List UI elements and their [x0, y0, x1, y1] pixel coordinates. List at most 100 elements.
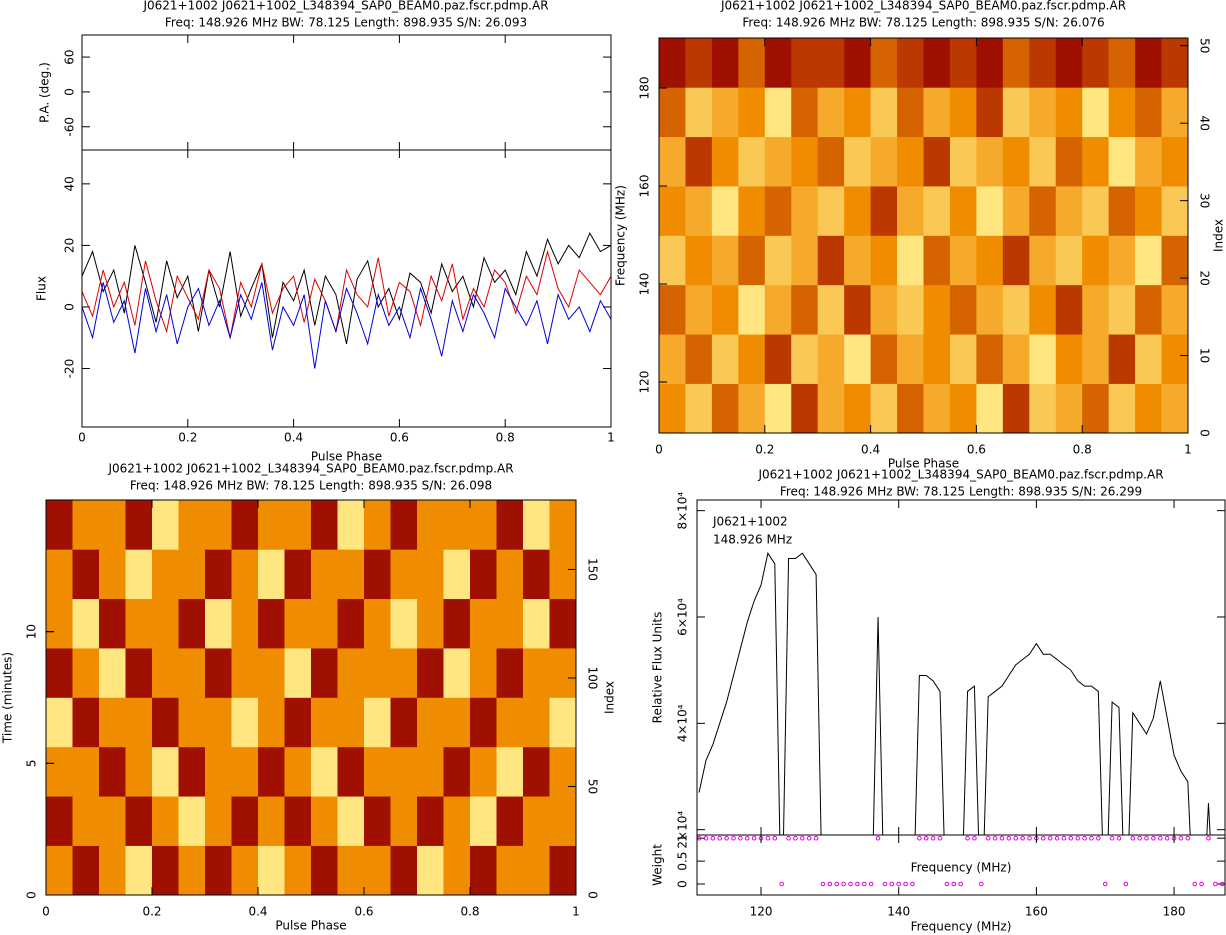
- weight-point: [903, 881, 908, 887]
- heatmap-cell: [1055, 186, 1083, 236]
- heatmap-cell: [764, 284, 792, 335]
- heatmap-cell: [949, 136, 977, 187]
- heatmap-cell: [976, 334, 1004, 384]
- heatmap-cell: [897, 235, 924, 286]
- x-tick-label: 0: [42, 905, 50, 919]
- heatmap-cell: [817, 136, 845, 187]
- heatmap-cell: [549, 845, 577, 896]
- axis-label: P.A. (deg.): [38, 62, 52, 123]
- weight-point: [937, 835, 943, 841]
- heatmap-cell: [870, 87, 898, 138]
- weight-point: [820, 881, 826, 887]
- heatmap-cell: [311, 697, 338, 748]
- weight-x-label: Frequency (MHz): [911, 861, 1012, 875]
- heatmap-cell: [470, 845, 497, 896]
- heatmap-cell: [1029, 334, 1057, 384]
- heatmap-cell: [311, 845, 338, 896]
- x-tick-label: 1: [572, 905, 580, 919]
- weight-point: [717, 835, 723, 841]
- heatmap-cell: [258, 746, 285, 797]
- heatmap-cell: [364, 500, 391, 550]
- heatmap-cell: [1108, 383, 1136, 434]
- heatmap-cell: [949, 38, 977, 88]
- weight-point: [1199, 881, 1204, 887]
- heatmap-cell: [46, 796, 73, 846]
- x-tick-label: 0.4: [861, 443, 880, 457]
- heatmap-cell: [976, 186, 1004, 236]
- heatmap-cell: [844, 284, 871, 335]
- heatmap-cell: [46, 549, 73, 600]
- heatmap-cell: [152, 648, 179, 698]
- heatmap-cell: [125, 500, 153, 550]
- y-tick-label: 180: [638, 77, 652, 100]
- heatmap-cell: [390, 549, 418, 600]
- heatmap-cell: [46, 746, 73, 797]
- axis-label: Frequency (MHz): [614, 185, 628, 286]
- heatmap-cell: [738, 284, 766, 335]
- heatmap-cell: [178, 845, 206, 896]
- y-tick-label: 2×10⁴: [676, 811, 690, 849]
- heatmap-cell: [549, 697, 577, 748]
- heatmap-cell: [258, 796, 285, 846]
- axis-label: Index: [603, 681, 617, 714]
- y-tick-label: 140: [638, 273, 652, 296]
- heatmap-cell: [337, 500, 365, 550]
- heatmap-cell: [231, 845, 259, 896]
- heatmap-cell: [791, 87, 818, 138]
- heatmap-cell: [1108, 136, 1136, 187]
- heatmap-cell: [791, 284, 818, 335]
- heatmap-cell: [844, 383, 871, 434]
- x-tick-label: 0.8: [496, 431, 515, 445]
- heatmap-cell: [152, 845, 179, 896]
- heatmap-cell: [496, 746, 524, 797]
- heatmap-cell: [764, 383, 792, 434]
- weight-point: [1123, 881, 1129, 887]
- plot-frame: [81, 34, 612, 151]
- heatmap-cell: [284, 845, 312, 896]
- heatmap-cell: [870, 334, 898, 384]
- x-tick-label: 0.8: [1073, 443, 1092, 457]
- y-tick-label: -20: [63, 359, 77, 379]
- heatmap-cell: [976, 87, 1004, 138]
- heatmap-cell: [685, 383, 713, 434]
- weight-point: [724, 835, 729, 841]
- weight-point: [930, 835, 936, 841]
- heatmap-cell: [659, 334, 686, 384]
- weight-point: [992, 835, 998, 841]
- weight-point: [1006, 835, 1012, 841]
- x-axis-label: Frequency (MHz): [911, 920, 1012, 934]
- heatmap-cell: [152, 746, 179, 797]
- heatmap-cell: [1082, 235, 1109, 286]
- heatmap-cell: [549, 648, 577, 698]
- heatmap-cell: [1135, 235, 1162, 286]
- heatmap-cell: [390, 500, 418, 550]
- y-tick-label: 0: [25, 891, 39, 899]
- heatmap-cell: [685, 136, 713, 187]
- heatmap-cell: [231, 697, 259, 748]
- heatmap-cell: [1135, 87, 1162, 138]
- heatmap-cell: [1002, 186, 1030, 236]
- heatmap-cell: [897, 136, 924, 187]
- weight-point: [800, 835, 805, 841]
- y-tick-label: 5: [25, 760, 39, 768]
- weight-point: [772, 835, 778, 841]
- heatmap-cell: [178, 598, 206, 649]
- weight-point: [1027, 835, 1032, 841]
- heatmap-cell: [549, 500, 577, 550]
- heatmap-cell: [897, 38, 924, 88]
- heatmap-cell: [496, 845, 524, 896]
- x-axis-label: Pulse Phase: [888, 457, 959, 471]
- heatmap-cell: [231, 746, 259, 797]
- weight-point: [703, 835, 709, 841]
- x-tick-label: 0: [655, 443, 663, 457]
- heatmap-cell: [923, 334, 951, 384]
- heatmap-cell: [417, 746, 444, 797]
- heatmap-cell: [844, 334, 871, 384]
- x-axis-label: Pulse Phase: [311, 450, 382, 464]
- y-tick-label: 0: [676, 880, 690, 888]
- heatmap-cell: [443, 598, 471, 649]
- heatmap-cell: [1029, 87, 1057, 138]
- weight-point: [751, 835, 757, 841]
- heatmap-cell: [496, 648, 524, 698]
- heatmap-cell: [337, 549, 365, 600]
